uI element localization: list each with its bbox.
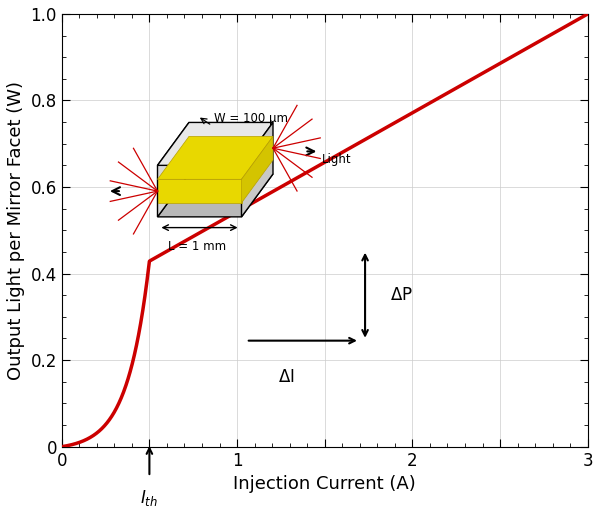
Polygon shape [157,179,241,203]
Text: L = 1 mm: L = 1 mm [168,241,226,253]
Polygon shape [157,136,273,179]
Text: $I_{th}$: $I_{th}$ [140,488,158,508]
Text: $\Delta$I: $\Delta$I [278,368,295,386]
Text: $\Delta$P: $\Delta$P [389,286,412,304]
Polygon shape [241,136,273,203]
Text: Light: Light [322,153,352,167]
Text: W = 100 μm: W = 100 μm [214,111,288,125]
Y-axis label: Output Light per Mirror Facet (W): Output Light per Mirror Facet (W) [7,81,25,380]
Polygon shape [157,123,273,166]
Polygon shape [157,174,273,217]
X-axis label: Injection Current (A): Injection Current (A) [233,475,416,493]
Polygon shape [157,123,189,217]
Polygon shape [241,123,273,217]
